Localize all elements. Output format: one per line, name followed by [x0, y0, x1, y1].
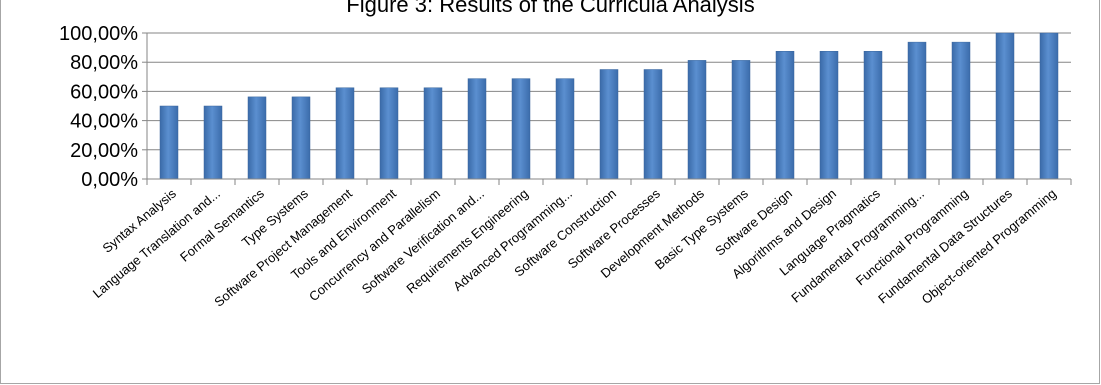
bar	[159, 105, 179, 180]
bar	[467, 78, 487, 180]
bar	[731, 60, 751, 180]
x-tick-label: Software Design	[712, 186, 795, 259]
bar	[599, 69, 619, 180]
chart-title: Figure 3: Results of the Curricula Analy…	[346, 0, 755, 17]
bar	[423, 87, 443, 180]
x-tick-label: Syntax Analysis	[100, 185, 180, 255]
bar	[1039, 32, 1059, 180]
bar	[555, 78, 575, 180]
bar	[951, 41, 971, 180]
bar	[819, 51, 839, 180]
bar	[511, 78, 531, 180]
bar	[687, 60, 707, 180]
bar	[335, 87, 355, 180]
bar	[775, 51, 795, 180]
y-tick-label: 60,00%	[70, 81, 138, 103]
bar	[643, 69, 663, 180]
bar	[379, 87, 399, 180]
y-tick-label: 0,00%	[81, 169, 138, 191]
bar	[247, 96, 267, 180]
bar	[291, 96, 311, 180]
y-tick-label: 100,00%	[59, 23, 138, 45]
y-tick-label: 20,00%	[70, 140, 138, 162]
bar	[995, 32, 1015, 180]
y-tick-label: 40,00%	[70, 111, 138, 133]
bar	[863, 51, 883, 180]
y-tick-label: 80,00%	[70, 52, 138, 74]
bar	[907, 41, 927, 180]
bar	[203, 105, 223, 180]
